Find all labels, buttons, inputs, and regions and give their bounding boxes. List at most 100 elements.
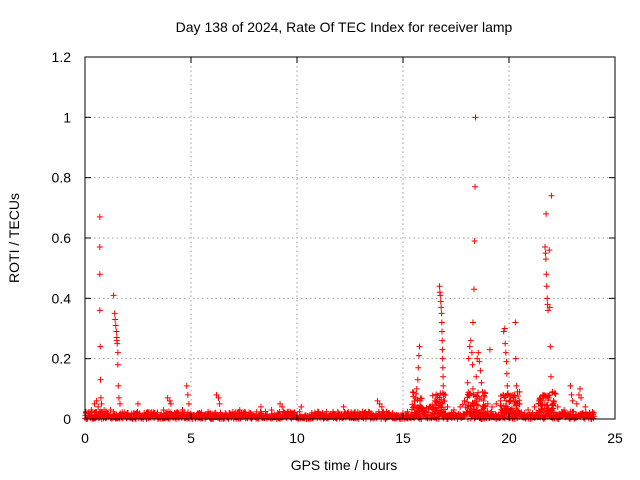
data-point: [114, 340, 121, 347]
cluster-point: [506, 398, 513, 405]
data-point: [440, 382, 447, 389]
data-point: [461, 397, 468, 404]
data-point: [497, 397, 504, 404]
cluster-point: [471, 408, 478, 415]
data-point: [440, 397, 447, 404]
data-point: [247, 409, 254, 416]
data-point: [97, 376, 104, 383]
data-point: [135, 400, 141, 407]
data-point: [85, 412, 92, 419]
data-point: [437, 292, 444, 299]
data-point: [503, 358, 510, 365]
data-point: [546, 304, 553, 311]
data-point: [207, 409, 214, 416]
cluster-point: [466, 390, 473, 397]
data-point: [340, 403, 347, 410]
y-axis-label: ROTI / TECUs: [6, 193, 22, 283]
data-point: [465, 355, 472, 362]
data-point: [472, 114, 479, 121]
data-point: [477, 367, 484, 374]
data-point: [578, 394, 585, 401]
data-point: [543, 210, 550, 217]
data-point: [439, 337, 446, 344]
noise-point: [323, 408, 330, 415]
data-point: [416, 397, 423, 404]
data-point: [166, 397, 173, 404]
x-tick-label: 5: [187, 430, 195, 446]
data-point: [542, 250, 549, 257]
data-point: [95, 403, 102, 410]
data-point: [96, 271, 103, 278]
x-tick-label: 15: [395, 430, 411, 446]
data-point: [484, 400, 491, 407]
noise-point: [459, 401, 466, 408]
data-point: [475, 349, 482, 356]
data-point: [575, 391, 582, 398]
data-point: [504, 382, 511, 389]
data-point: [412, 394, 419, 401]
data-point: [539, 391, 546, 398]
data-point: [196, 409, 203, 416]
cluster-point: [515, 410, 522, 417]
noise-point: [570, 408, 577, 415]
data-point: [514, 388, 521, 395]
data-point: [476, 358, 483, 365]
data-point: [257, 403, 264, 410]
data-point: [467, 337, 474, 344]
cluster-point: [477, 415, 484, 422]
x-axis-label: GPS time / hours: [291, 457, 398, 473]
data-point: [542, 256, 549, 263]
data-point: [469, 385, 476, 392]
data-point: [277, 400, 284, 407]
data-point: [439, 355, 446, 362]
data-point: [96, 213, 103, 220]
data-point: [473, 373, 480, 380]
data-point: [502, 349, 509, 356]
data-point: [573, 400, 580, 407]
cluster-point: [412, 409, 419, 416]
data-point: [567, 382, 574, 389]
data-point: [503, 370, 510, 377]
noise-point: [404, 408, 411, 415]
data-point: [414, 376, 421, 383]
data-point: [298, 403, 305, 410]
cluster-point: [463, 409, 470, 416]
data-point: [436, 283, 443, 290]
data-point: [279, 403, 286, 410]
data-point: [544, 295, 551, 302]
cluster-point: [432, 409, 439, 416]
data-point: [439, 346, 446, 353]
data-point: [104, 409, 111, 416]
data-point: [114, 349, 121, 356]
data-point: [468, 349, 475, 356]
data-point: [88, 406, 95, 413]
cluster-point: [552, 391, 559, 398]
cluster-point: [480, 405, 487, 412]
data-point: [569, 397, 576, 404]
data-point: [440, 391, 447, 398]
data-point: [525, 406, 532, 413]
cluster-point: [475, 389, 482, 396]
data-point: [215, 394, 222, 401]
data-point: [457, 403, 464, 410]
data-point: [472, 183, 479, 190]
data-point: [143, 409, 150, 416]
data-point: [376, 400, 383, 407]
data-point: [378, 403, 385, 410]
data-point: [542, 244, 549, 251]
y-tick-label: 0.8: [52, 170, 72, 186]
data-point: [444, 403, 451, 410]
cluster-point: [435, 403, 442, 410]
data-point: [97, 343, 104, 350]
data-point: [547, 343, 554, 350]
data-point: [439, 328, 446, 335]
data-point: [471, 238, 478, 245]
cluster-point: [430, 407, 437, 414]
data-point: [374, 397, 381, 404]
chart-title: Day 138 of 2024, Rate Of TEC Index for r…: [176, 19, 513, 35]
data-point: [438, 310, 445, 317]
cluster-point: [482, 390, 489, 397]
data-point: [114, 361, 121, 368]
data-point: [268, 406, 275, 413]
